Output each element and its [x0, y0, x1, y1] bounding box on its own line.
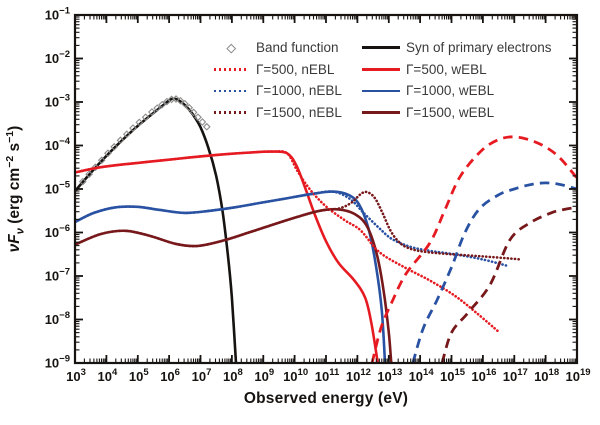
diamond-marker-icon [153, 104, 162, 112]
x-tick-label-1e12: 1012 [346, 367, 371, 384]
x-tick-label-1e16: 1016 [471, 367, 496, 384]
legend-label: Γ=1500, wEBL [406, 104, 495, 120]
x-tick-label-1e4: 104 [98, 367, 118, 384]
legend-item-band-function: Band function [214, 37, 362, 59]
band-function-markers [78, 95, 211, 186]
x-tick-label-1e9: 109 [254, 367, 274, 384]
diamond-marker-icon [104, 149, 112, 158]
curve-g500-nEBL [75, 149, 500, 333]
y-tick-label-1e-1: 10−1 [45, 6, 71, 23]
diamond-marker-icon [180, 99, 189, 108]
y-tick-label-1e-2: 10−2 [45, 49, 70, 66]
diamond-marker-icon [85, 170, 93, 179]
diamond-marker-icon [78, 177, 87, 186]
diamond-marker-icon [148, 108, 156, 116]
solid-line-swatch [362, 59, 400, 81]
diamond-marker-icon [214, 37, 248, 59]
dotted-line-swatch [214, 59, 248, 81]
legend-label: Syn of primary electrons [406, 40, 552, 56]
diamond-marker-icon [116, 136, 125, 145]
dotted-line-swatch [214, 102, 248, 124]
diamond-marker-icon [202, 122, 211, 131]
y-axis-units: (erg cm [6, 167, 24, 229]
x-tick-label-1e17: 1017 [503, 367, 528, 384]
legend-label: Band function [256, 40, 339, 56]
diamond-marker-icon [91, 163, 100, 172]
curve-g500-wEBL [75, 150, 380, 363]
y-tick-label-1e-6: 10−6 [45, 223, 70, 240]
y-axis-symbol: νF [6, 234, 24, 253]
x-tick-label-1e11: 1011 [315, 367, 340, 384]
x-tick-label-1e8: 108 [223, 367, 243, 384]
x-tick-label-1e13: 1013 [377, 367, 402, 384]
x-axis-title: Observed energy (eV) [243, 390, 409, 407]
y-tick-label-1e-7: 10−7 [45, 267, 70, 284]
x-tick-labels: 103 104 105 106 107 108 109 1010 1011 1012 1013 101… [66, 367, 590, 384]
y-tick-label-1e-8: 10−8 [45, 310, 70, 327]
x-tick-label-1e19: 1019 [565, 367, 590, 384]
dotted-line-swatch [214, 80, 248, 102]
curve-g1500-nEBL [75, 190, 522, 261]
curves-layer [75, 95, 577, 363]
curve-g1000-wEBL-cascade-dashed [411, 181, 577, 363]
y-tick-label-1e-3: 10−3 [45, 93, 70, 110]
legend-label: Γ=1000, wEBL [406, 83, 495, 99]
x-tick-label-1e10: 1010 [283, 367, 308, 384]
diamond-marker-icon [158, 100, 167, 109]
x-tick-label-1e7: 107 [192, 367, 212, 384]
x-tick-label-1e5: 105 [129, 367, 149, 384]
x-tick-label-1e3: 103 [66, 367, 86, 384]
legend-item-g1000-wEBL: Γ=1000, wEBL [362, 80, 552, 102]
y-axis-title: νFν (erg cm−2 s−1) [4, 125, 27, 253]
legend-label: Γ=1500, nEBL [256, 104, 342, 120]
diamond-marker-icon [135, 118, 144, 127]
x-tick-label-1e15: 1015 [440, 367, 466, 384]
legend-item-g1500-nEBL: Γ=1500, nEBL [214, 102, 362, 124]
solid-line-swatch [362, 37, 400, 59]
diamond-marker-icon [110, 142, 119, 151]
diamond-marker-icon [172, 95, 180, 103]
diamond-marker-icon [176, 96, 185, 105]
y-tick-label-1e-5: 10−5 [45, 180, 71, 197]
solid-line-swatch [362, 80, 400, 102]
diamond-marker-icon [97, 156, 106, 165]
curve-g1500-wEBL [75, 207, 393, 363]
legend-item-g1500-wEBL: Γ=1500, wEBL [362, 102, 552, 124]
y-tick-label-1e-4: 10−4 [45, 136, 71, 153]
curve-g1500-wEBL-cascade-dashed [440, 205, 577, 363]
legend-label: Γ=500, wEBL [406, 61, 487, 77]
legend-item-g500-wEBL: Γ=500, wEBL [362, 59, 552, 81]
legend-item-g500-nEBL: Γ=500, nEBL [214, 59, 362, 81]
solid-line-swatch [362, 102, 400, 124]
diamond-marker-icon [194, 113, 202, 122]
legend-label: Γ=1000, nEBL [256, 83, 342, 99]
legend-label: Γ=500, nEBL [256, 61, 335, 77]
y-tick-labels: 10−1 10−2 10−3 10−4 10−5 10−6 10−7 10−8 10−9 [45, 6, 71, 371]
diamond-marker-icon [122, 130, 131, 139]
plot-frame [73, 13, 579, 365]
diamond-marker-icon [198, 118, 207, 126]
x-tick-label-1e6: 106 [160, 367, 180, 384]
chart-legend: Band function Syn of primary electrons Γ=5… [214, 37, 552, 123]
curve-g500-wEBL-cascade-dashed [370, 135, 577, 363]
x-tick-label-1e14: 1014 [409, 367, 435, 384]
legend-item-syn-primary-electrons: Syn of primary electrons [362, 37, 552, 59]
curve-syn-primary-electrons [75, 97, 238, 363]
legend-item-g1000-nEBL: Γ=1000, nEBL [214, 80, 362, 102]
diamond-marker-icon [129, 124, 137, 132]
y-tick-label-1e-9: 10−9 [45, 354, 70, 371]
y-axis-symbol-subscript: ν [14, 228, 27, 235]
diamond-marker-icon [141, 113, 150, 122]
diamond-marker-icon [189, 108, 198, 117]
diamond-marker-icon [185, 103, 194, 112]
x-tick-label-1e18: 1018 [534, 367, 559, 384]
